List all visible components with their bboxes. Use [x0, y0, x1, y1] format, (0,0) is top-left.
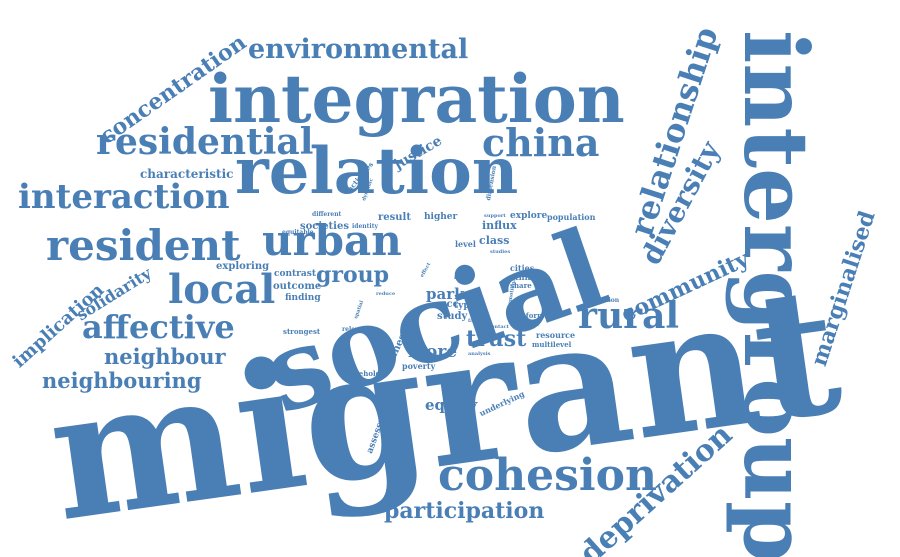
word-strongest: strongest [283, 327, 321, 336]
word-rural: rural [578, 295, 680, 337]
word-study: study [437, 311, 468, 322]
word-integration: integration [208, 60, 625, 138]
word-group: group [316, 262, 390, 288]
word-informal: informal [518, 311, 552, 320]
word-residential: residential [96, 121, 314, 163]
word-household: household [340, 369, 381, 378]
word-resource: resource [536, 330, 576, 340]
word-reduce: reduce [376, 291, 396, 297]
word-influx: influx [482, 219, 517, 232]
word-equity: equity [425, 396, 478, 414]
word-relation: relation [235, 134, 519, 209]
word-urban: urban [262, 216, 402, 265]
word-class: class [479, 234, 510, 247]
word-share: share [510, 281, 532, 290]
word-neighbouring: neighbouring [42, 368, 202, 393]
word-acc: acc [440, 299, 459, 310]
word-identity: identity [352, 223, 378, 230]
word-ethnic: ethnic [510, 272, 539, 282]
word-contrast: contrast [274, 269, 316, 279]
word-equitable: equitable [282, 229, 314, 236]
word-intergroup: intergroup [724, 30, 828, 557]
word-park: park [426, 285, 465, 303]
word-contact: contact [488, 324, 509, 330]
word-neighbour: neighbour [104, 344, 226, 369]
word-support: support [484, 213, 506, 219]
word-higher: higher [424, 212, 458, 222]
word-environmental: environmental [248, 34, 469, 65]
word-characteristic: characteristic [140, 167, 234, 181]
word-relevant: relevant [342, 326, 370, 333]
word-resident: resident [46, 221, 241, 270]
word-interaction: interaction [18, 177, 230, 217]
word-type: type [454, 301, 476, 311]
word-factor: factor [468, 318, 485, 324]
word-studies: studies [490, 249, 511, 255]
word-finding: finding [285, 293, 321, 303]
word-multilevel: multilevel [532, 340, 572, 349]
word-participation: participation [384, 498, 545, 524]
word-more: more [408, 342, 458, 362]
word-trust: trust [466, 326, 527, 352]
word-affective: affective [82, 308, 235, 346]
word-native: native [512, 318, 540, 328]
word-cohesion: cohesion [438, 450, 657, 501]
word-many: many [454, 275, 470, 281]
word-question: question [590, 297, 620, 304]
word-population: population [547, 212, 596, 222]
word-poverty: poverty [402, 361, 436, 371]
word-analysis: analysis [468, 351, 491, 357]
word-outcome: outcome [273, 281, 322, 292]
word-local: local [168, 266, 276, 313]
word-result: result [378, 212, 411, 223]
word-explore: explore [510, 211, 548, 221]
word-societies: societies [300, 221, 349, 232]
word-different: different [312, 211, 342, 218]
word-level: level [455, 239, 476, 249]
word-cities: cities [510, 263, 535, 273]
word-exploring: exploring [216, 261, 270, 272]
word-china: china [482, 120, 600, 165]
